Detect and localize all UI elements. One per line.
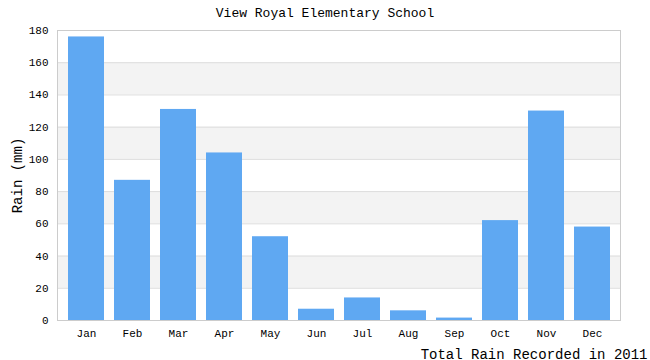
svg-text:Nov: Nov: [537, 328, 557, 340]
svg-text:Rain (mm): Rain (mm): [10, 138, 26, 214]
svg-text:180: 180: [29, 26, 49, 37]
svg-text:Mar: Mar: [169, 328, 189, 340]
svg-text:60: 60: [35, 218, 48, 230]
svg-text:Oct: Oct: [491, 328, 511, 340]
svg-text:May: May: [261, 328, 281, 340]
svg-text:Total Rain Recorded in 2011: Total Rain Recorded in 2011: [421, 347, 648, 360]
svg-text:0: 0: [42, 315, 49, 327]
svg-text:Apr: Apr: [215, 328, 235, 340]
svg-text:80: 80: [35, 186, 48, 198]
html-text:View Royal Elementary School: View Royal Elementary School: [215, 6, 435, 21]
svg-text:Feb: Feb: [123, 328, 143, 340]
svg-text:Aug: Aug: [399, 328, 419, 340]
svg-text:Dec: Dec: [583, 328, 603, 340]
svg-text:20: 20: [35, 283, 48, 295]
svg-text:Jun: Jun: [307, 328, 327, 340]
svg-text:Jan: Jan: [77, 328, 97, 340]
svg-text:Jul: Jul: [353, 328, 373, 340]
svg-text:140: 140: [29, 89, 49, 101]
svg-text:100: 100: [29, 154, 49, 166]
svg-text:160: 160: [29, 57, 49, 69]
svg-text:Sep: Sep: [445, 328, 465, 340]
svg-text:120: 120: [29, 122, 49, 134]
svg-text:40: 40: [35, 251, 48, 263]
